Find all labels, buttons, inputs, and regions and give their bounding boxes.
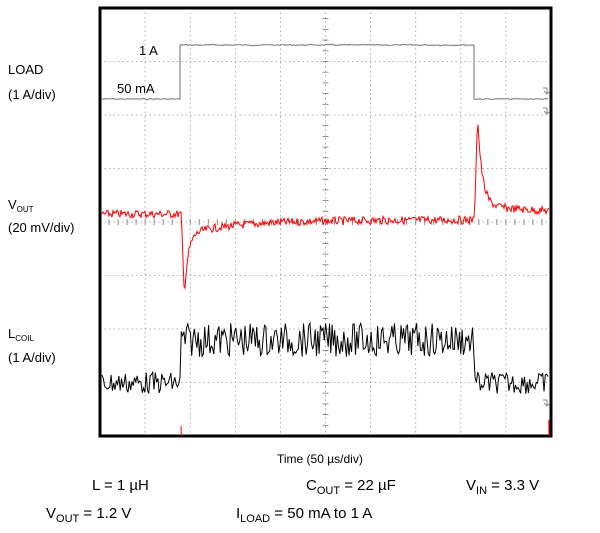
- load-channel-label: LOAD: [8, 62, 44, 77]
- load-channel-scale: (1 A/div): [8, 87, 56, 102]
- plot-grid: [99, 7, 552, 437]
- channel-markers: [180, 87, 551, 436]
- output-voltage-trace: [101, 124, 550, 290]
- inductance-condition: L = 1 µH: [92, 477, 149, 494]
- input-voltage-condition: VIN = 3.3 V: [466, 477, 540, 497]
- load-trigger-marker: [543, 107, 551, 115]
- lcoil-channel-scale: (1 A/div): [8, 350, 56, 365]
- lcoil-channel-label: LCOIL: [8, 326, 34, 343]
- output-voltage-condition: VOUT = 1.2 V: [46, 505, 132, 525]
- vout-channel-scale: (20 mV/div): [8, 220, 75, 235]
- load-current-trace: [101, 43, 549, 101]
- inductor-current-trace: [101, 321, 549, 394]
- output-capacitance-condition: COUT = 22 µF: [306, 477, 396, 497]
- lcoil-channel-marker: [543, 399, 551, 407]
- load-current-condition: ILOAD = 50 mA to 1 A: [236, 505, 373, 525]
- load-high-level-label: 1 A: [139, 43, 158, 58]
- vout-channel-label: VOUT: [8, 197, 34, 214]
- x-axis-label: Time (50 µs/div): [277, 452, 363, 466]
- load-low-level-label: 50 mA: [117, 81, 155, 96]
- load-channel-marker: [543, 87, 551, 95]
- plot-frame: [98, 6, 553, 438]
